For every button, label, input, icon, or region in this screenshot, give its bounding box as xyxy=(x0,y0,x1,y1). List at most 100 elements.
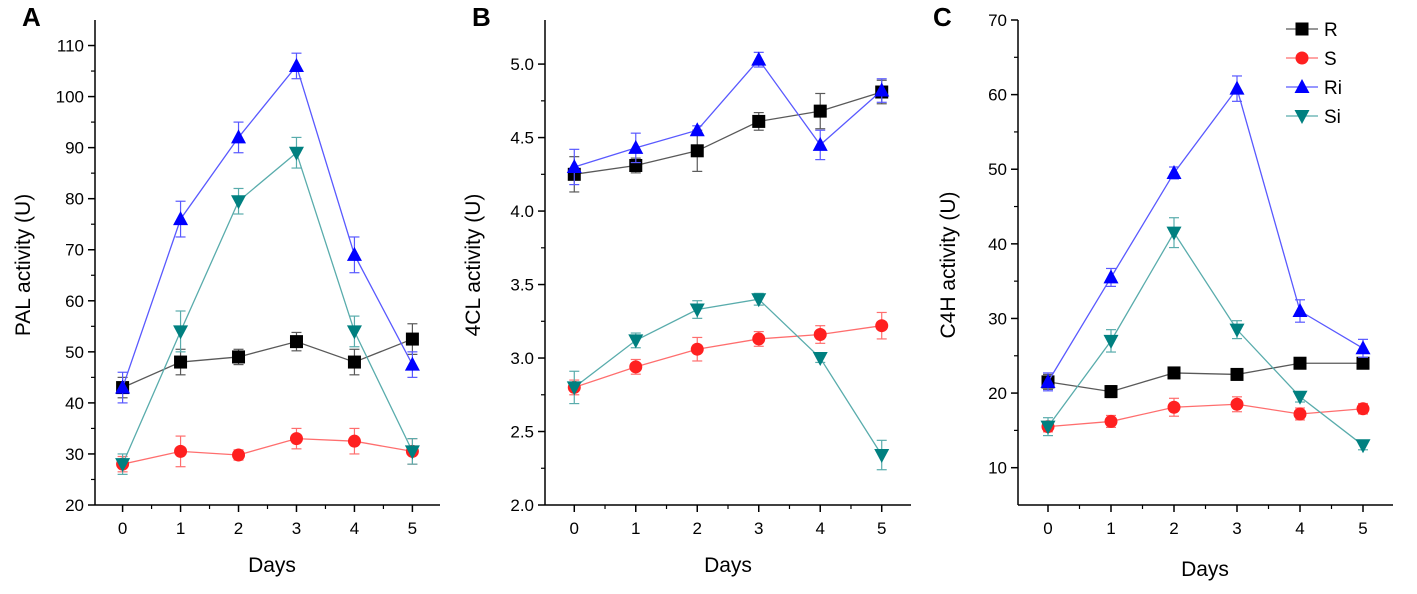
panel-b: 2.0 2.5 3.0 3.5 4.0 4.5 5.0 0 1 2 3 4 5 Days 4CL activ… xyxy=(462,2,911,577)
series-line xyxy=(574,58,883,168)
data-point xyxy=(875,319,889,333)
data-point xyxy=(174,444,188,458)
series-line xyxy=(1047,362,1363,393)
data-point xyxy=(752,114,766,128)
series-line xyxy=(121,64,413,388)
data-point xyxy=(1292,303,1308,317)
x-tick-label: 3 xyxy=(1232,519,1241,538)
data-point xyxy=(404,356,420,371)
data-point xyxy=(1356,402,1370,416)
data-point xyxy=(813,328,827,342)
legend-label: Si xyxy=(1324,107,1341,128)
x-tick-label: 1 xyxy=(631,519,640,538)
y-tick-label: 20 xyxy=(988,384,1007,403)
y-tick-label: 3.5 xyxy=(510,276,534,295)
legend-marker xyxy=(1295,22,1309,36)
panel-a: 20 30 40 50 60 70 80 90 100 110 0 1 2 3 4 5 Days PAL acti… xyxy=(12,2,440,577)
data-point xyxy=(1229,323,1245,338)
y-axis-label: C4H activity (U) xyxy=(937,191,960,338)
legend-item-ri: Ri xyxy=(1286,78,1342,99)
series-line xyxy=(1047,87,1364,383)
data-point xyxy=(231,195,247,210)
data-point xyxy=(812,136,828,151)
data-point xyxy=(1230,397,1244,411)
data-point xyxy=(1230,367,1244,381)
y-axis-label: PAL activity (U) xyxy=(12,194,35,336)
data-point xyxy=(173,325,189,340)
data-point xyxy=(1104,385,1118,399)
legend-item-s: S xyxy=(1286,49,1337,70)
data-point xyxy=(1356,356,1370,370)
data-point xyxy=(629,360,643,374)
data-point xyxy=(115,458,131,473)
x-tick-label: 5 xyxy=(408,519,417,538)
data-point xyxy=(812,352,828,367)
series-ri xyxy=(1040,75,1371,392)
data-point xyxy=(566,381,582,396)
data-point xyxy=(115,379,131,394)
y-tick-label: 100 xyxy=(56,88,84,107)
series-r xyxy=(1041,356,1370,399)
data-point xyxy=(1166,226,1182,241)
y-tick-label: 70 xyxy=(65,241,84,260)
legend-marker xyxy=(1295,51,1309,65)
y-tick-label: 20 xyxy=(65,496,84,515)
y-tick-label: 4.0 xyxy=(510,202,534,221)
panel-letter: B xyxy=(472,2,491,32)
data-point xyxy=(1293,356,1307,370)
series-si xyxy=(1040,217,1371,454)
data-point xyxy=(751,293,767,308)
series-line xyxy=(574,91,882,175)
y-tick-label: 10 xyxy=(988,459,1007,478)
data-point xyxy=(1103,269,1119,284)
series-ri xyxy=(115,52,420,404)
data-point xyxy=(231,129,247,144)
y-axis-label: 4CL activity (U) xyxy=(462,194,485,337)
series-s xyxy=(116,427,419,473)
x-tick-label: 2 xyxy=(1169,519,1178,538)
data-point xyxy=(289,432,303,446)
y-tick-label: 30 xyxy=(65,445,84,464)
legend-item-r: R xyxy=(1286,20,1338,41)
data-point xyxy=(1104,414,1118,428)
data-point xyxy=(874,449,890,464)
x-axis-label: Days xyxy=(1181,558,1229,581)
data-point xyxy=(232,350,246,364)
y-tick-label: 60 xyxy=(65,292,84,311)
series-line xyxy=(1047,403,1364,428)
y-tick-label: 110 xyxy=(57,37,84,56)
series-s xyxy=(1041,396,1370,434)
x-tick-label: 2 xyxy=(693,519,702,538)
series-si xyxy=(566,292,890,471)
data-point xyxy=(813,104,827,118)
legend-label: Ri xyxy=(1324,78,1342,99)
legend-item-si: Si xyxy=(1286,107,1341,128)
legend-marker xyxy=(1294,79,1310,93)
data-point xyxy=(628,334,644,349)
data-point xyxy=(566,158,582,173)
series-line xyxy=(122,151,413,465)
data-point xyxy=(232,448,246,462)
data-point xyxy=(752,332,766,346)
series-line xyxy=(1047,231,1364,446)
series-line xyxy=(573,298,883,456)
y-tick-label: 3.0 xyxy=(510,349,534,368)
x-tick-label: 0 xyxy=(570,519,579,538)
data-point xyxy=(288,146,304,161)
x-tick-label: 3 xyxy=(754,519,763,538)
data-point xyxy=(874,82,890,97)
y-tick-label: 40 xyxy=(65,394,84,413)
y-tick-label: 5.0 xyxy=(510,55,534,74)
x-axis-label: Days xyxy=(704,554,752,577)
data-point xyxy=(1167,366,1181,380)
x-tick-label: 1 xyxy=(1106,519,1115,538)
data-point xyxy=(1355,340,1371,355)
legend-label: R xyxy=(1324,20,1338,41)
x-tick-label: 4 xyxy=(350,519,359,538)
x-tick-label: 5 xyxy=(1358,519,1367,538)
data-point xyxy=(289,335,303,349)
y-tick-label: 90 xyxy=(65,139,84,158)
y-tick-label: 2.5 xyxy=(510,423,534,442)
data-point xyxy=(174,355,188,369)
